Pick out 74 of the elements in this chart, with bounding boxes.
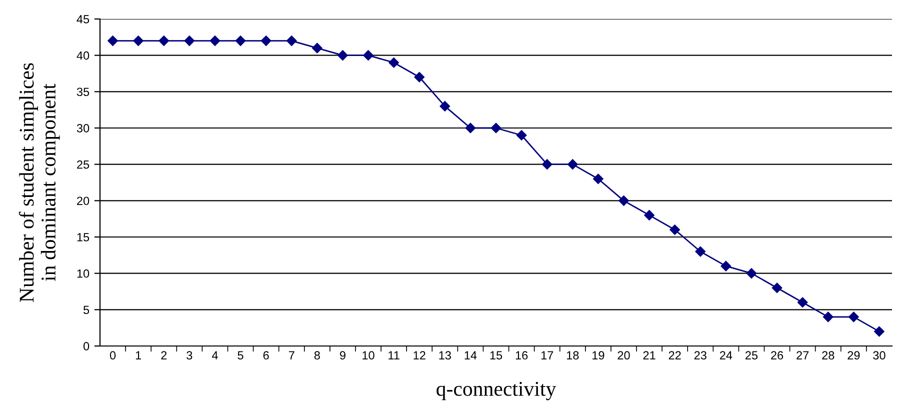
point xyxy=(210,36,220,46)
point xyxy=(772,282,782,293)
point xyxy=(338,50,348,60)
point xyxy=(260,36,272,46)
point xyxy=(670,224,680,235)
point xyxy=(133,36,144,46)
point xyxy=(644,210,654,220)
point xyxy=(184,36,195,46)
x-tick-label: 4 xyxy=(212,351,218,360)
x-tick-label: 3 xyxy=(186,351,192,360)
x-tick-label: 24 xyxy=(720,351,732,360)
x-tick-label: 10 xyxy=(362,351,374,360)
point xyxy=(568,159,578,170)
x-tick-label: 29 xyxy=(848,351,860,360)
point xyxy=(618,196,629,206)
y-tick-label: 25 xyxy=(77,160,90,169)
point xyxy=(720,260,732,272)
point xyxy=(874,326,884,337)
point xyxy=(286,36,297,46)
x-tick-label: 18 xyxy=(566,351,579,360)
x-tick-label: 1 xyxy=(136,351,142,360)
x-tick-label: 21 xyxy=(643,351,656,360)
x-tick-label: 11 xyxy=(388,351,400,360)
y-axis-title: Number of student simplices in dominant component xyxy=(18,63,60,302)
x-axis-title: q-connectivity xyxy=(436,382,556,400)
x-tick-label: 26 xyxy=(771,351,784,360)
x-tick-label: 15 xyxy=(490,351,502,360)
y-tick-label: 45 xyxy=(76,15,90,24)
point xyxy=(108,36,118,46)
y-tick-label: 35 xyxy=(76,88,90,96)
point xyxy=(593,174,604,184)
point xyxy=(388,57,399,68)
x-tick-label: 2 xyxy=(161,351,167,360)
x-tick-label: 12 xyxy=(414,351,426,360)
x-tick-label: 6 xyxy=(263,351,269,360)
x-tick-label: 30 xyxy=(873,351,886,360)
y-tick-label: 30 xyxy=(76,124,90,132)
point xyxy=(746,268,757,278)
point xyxy=(312,42,322,54)
x-tick-label: 17 xyxy=(541,351,554,360)
point xyxy=(848,312,859,322)
y-tick-label: 20 xyxy=(77,196,90,206)
point xyxy=(158,36,169,46)
point xyxy=(516,130,527,140)
point xyxy=(695,246,706,257)
point xyxy=(440,101,450,112)
x-tick-label: 9 xyxy=(340,351,346,360)
point xyxy=(465,122,476,134)
y-tick-label: 10 xyxy=(77,269,90,278)
y-tick-label: 15 xyxy=(77,233,90,242)
y-tick-label: 40 xyxy=(76,51,90,60)
point xyxy=(542,159,552,170)
x-tick-label: 8 xyxy=(314,351,320,360)
point xyxy=(823,312,834,322)
point xyxy=(797,297,808,308)
x-tick-label: 16 xyxy=(516,351,528,360)
y-tick-label: 0 xyxy=(83,342,90,350)
y-tick-label: 5 xyxy=(83,306,90,314)
x-tick-label: 19 xyxy=(592,351,604,360)
x-tick-label: 25 xyxy=(746,351,758,360)
x-tick-label: 27 xyxy=(796,351,809,360)
x-tick-label: 22 xyxy=(668,351,681,360)
point xyxy=(363,50,374,60)
point xyxy=(490,122,502,134)
x-tick-label: 7 xyxy=(288,351,294,360)
x-tick-label: 14 xyxy=(464,351,477,360)
point xyxy=(235,36,246,46)
x-tick-label: 13 xyxy=(439,351,451,360)
x-tick-label: 0 xyxy=(110,351,116,360)
x-tick-label: 28 xyxy=(822,351,834,360)
x-tick-label: 23 xyxy=(694,351,706,360)
x-tick-label: 20 xyxy=(618,351,630,360)
x-tick-label: 5 xyxy=(238,351,244,360)
point xyxy=(414,72,424,82)
